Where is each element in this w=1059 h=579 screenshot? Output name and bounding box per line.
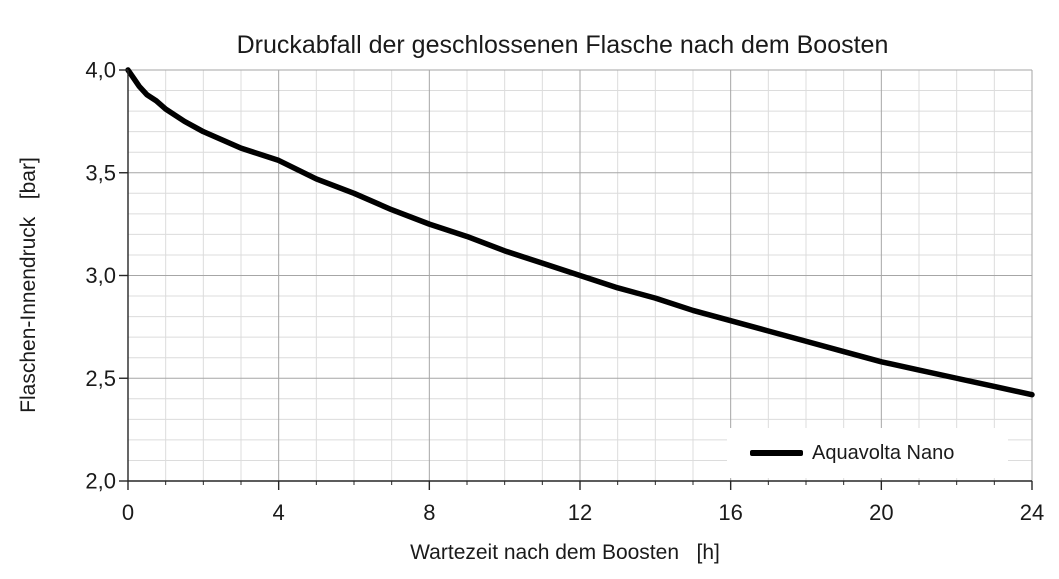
tick-label: 3,5 <box>85 160 116 185</box>
tick-label: 0 <box>122 500 134 525</box>
x-axis-label: Wartezeit nach dem Boosten [h] <box>410 541 720 564</box>
data-curve <box>125 67 1035 398</box>
axis-ticks <box>119 69 1033 490</box>
tick-label: 4,0 <box>85 58 116 83</box>
tick-label: 20 <box>869 500 893 525</box>
y-axis-label: Flaschen-Innendruck [bar] <box>17 157 40 413</box>
legend: Aquavolta Nano <box>727 428 1008 478</box>
tick-label: 4 <box>273 500 285 525</box>
tick-label: 16 <box>718 500 742 525</box>
series-line-aquavolta-nano <box>125 67 1035 398</box>
tick-label: 2,5 <box>85 366 116 391</box>
x-tick-labels: 0 4 8 12 16 20 24 <box>122 500 1044 525</box>
legend-line-swatch <box>750 450 803 456</box>
y-tick-labels: 2,0 2,5 3,0 3,5 4,0 <box>85 58 116 494</box>
chart-title: Druckabfall der geschlossenen Flasche na… <box>236 31 889 59</box>
legend-series-label: Aquavolta Nano <box>812 441 955 464</box>
tick-label: 12 <box>568 500 592 525</box>
tick-label: 3,0 <box>85 263 116 288</box>
tick-label: 2,0 <box>85 469 116 494</box>
tick-label: 8 <box>423 500 435 525</box>
tick-label: 24 <box>1020 500 1044 525</box>
